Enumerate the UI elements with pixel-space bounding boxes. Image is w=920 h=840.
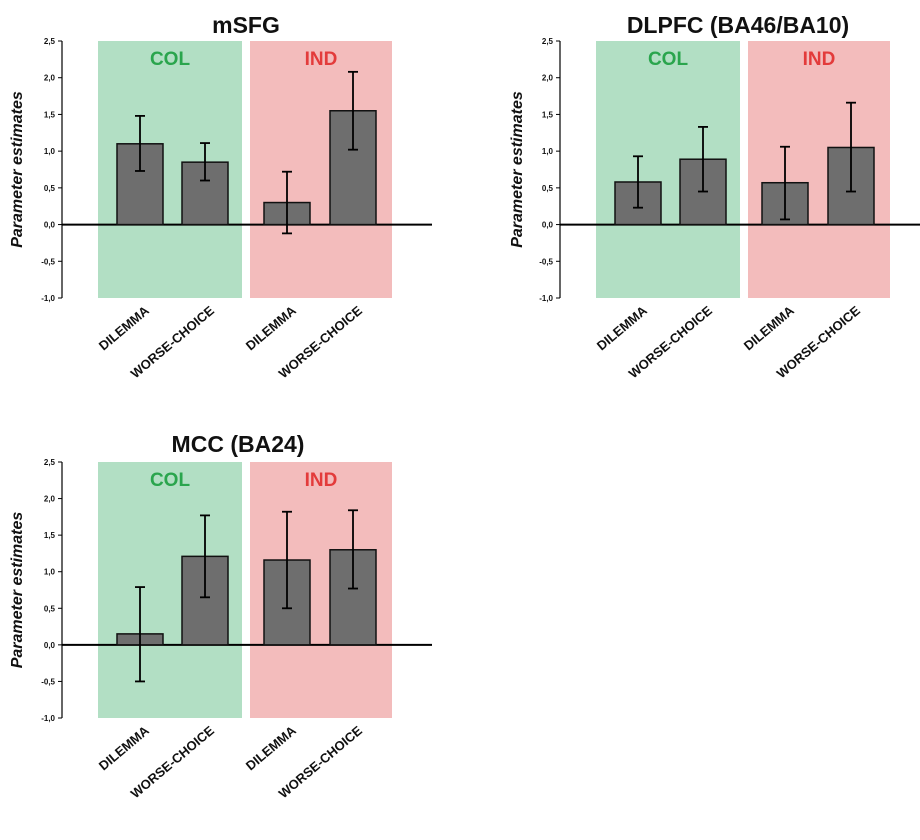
group-label-ind: IND — [803, 49, 836, 70]
group-label-ind: IND — [305, 470, 338, 491]
y-tick-label: -0,5 — [41, 677, 55, 686]
y-axis-label: Parameter estimates — [9, 91, 26, 248]
y-tick-label: 0,5 — [44, 184, 56, 193]
x-tick-label: DILEMMA — [594, 302, 651, 353]
y-tick-label: 0,5 — [44, 604, 56, 613]
group-label-ind: IND — [305, 49, 338, 70]
group-label-col: COL — [648, 49, 689, 70]
group-label-col: COL — [150, 49, 191, 70]
y-tick-label: 2,5 — [44, 37, 56, 46]
y-tick-label: 2,5 — [44, 458, 56, 467]
y-tick-label: -1,0 — [41, 294, 55, 303]
x-tick-label: DILEMMA — [243, 722, 300, 773]
y-tick-label: 2,0 — [44, 74, 56, 83]
y-tick-label: 1,0 — [44, 568, 56, 577]
y-tick-label: 1,0 — [542, 147, 554, 156]
y-tick-label: 0,0 — [542, 221, 554, 230]
group-label-col: COL — [150, 470, 191, 491]
chart-title: mSFG — [212, 12, 280, 38]
y-tick-label: 1,5 — [44, 531, 56, 540]
y-tick-label: 1,5 — [44, 110, 56, 119]
chart-panel-1: COL IND mSFG Parameter estimates -1,0 -0,5 0,0… — [9, 12, 432, 381]
x-tick-label: DILEMMA — [741, 302, 798, 353]
chart-title: MCC (BA24) — [172, 431, 305, 457]
x-tick-label: DILEMMA — [243, 302, 300, 353]
x-tick-label: DILEMMA — [96, 722, 153, 773]
y-axis-label: Parameter estimates — [9, 512, 26, 669]
y-tick-label: 2,5 — [542, 37, 554, 46]
y-tick-label: -0,5 — [539, 257, 553, 266]
y-tick-label: -1,0 — [539, 294, 553, 303]
x-tick-label: DILEMMA — [96, 302, 153, 353]
y-tick-label: 2,0 — [44, 495, 56, 504]
y-tick-label: 2,0 — [542, 74, 554, 83]
y-tick-label: 1,5 — [542, 110, 554, 119]
y-tick-label: -1,0 — [41, 714, 55, 723]
y-tick-label: 0,0 — [44, 641, 56, 650]
y-tick-label: 1,0 — [44, 147, 56, 156]
bar-1 — [116, 143, 164, 226]
y-tick-label: -0,5 — [41, 257, 55, 266]
y-axis-label: Parameter estimates — [509, 91, 526, 248]
y-tick-label: 0,0 — [44, 221, 56, 230]
chart-title: DLPFC (BA46/BA10) — [627, 12, 849, 38]
y-tick-label: 0,5 — [542, 184, 554, 193]
chart-panel-2: COL IND DLPFC (BA46/BA10) Parameter estimat… — [509, 12, 920, 381]
